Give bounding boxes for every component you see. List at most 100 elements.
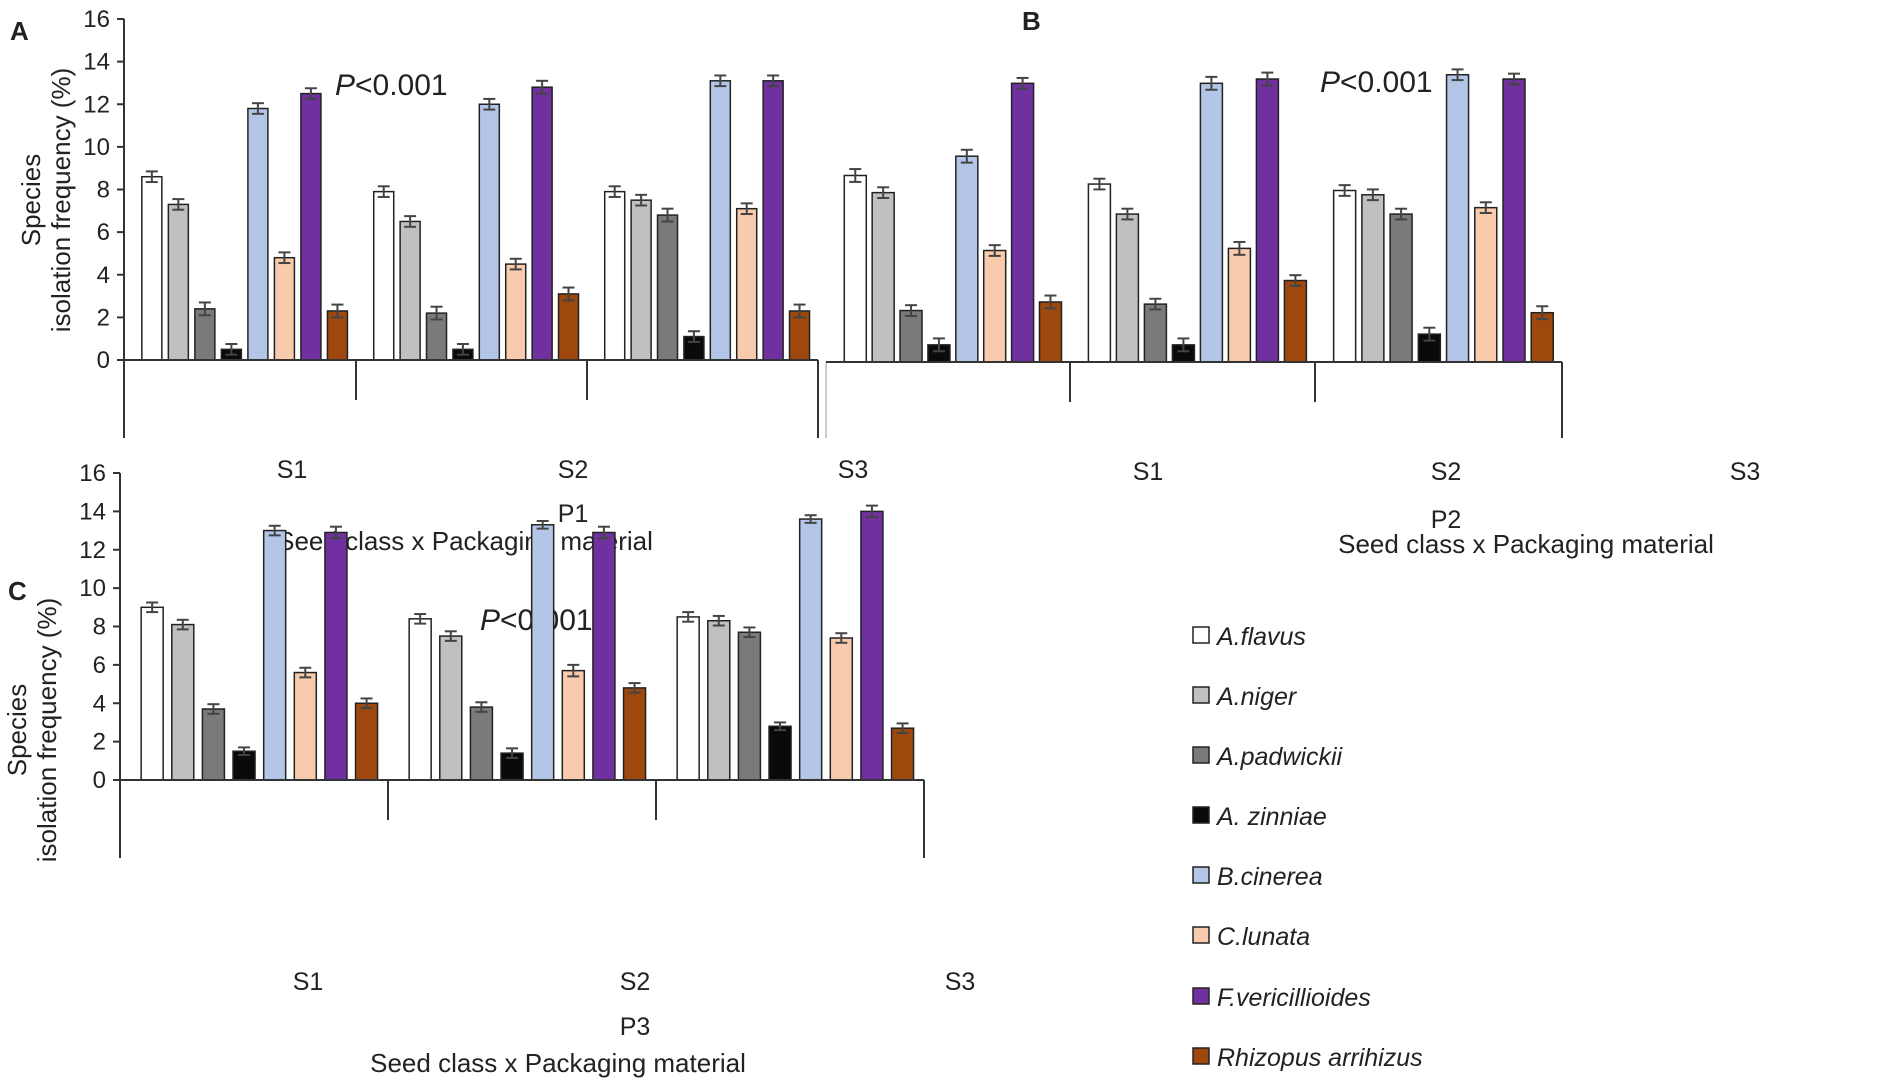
bar-a-flavus-s3 xyxy=(603,190,626,361)
bar-f-vericillioides-s3 xyxy=(1502,78,1526,363)
y-tick-label: 8 xyxy=(93,614,106,641)
bar-a-padwickii-s3 xyxy=(656,214,679,361)
legend-item-a-niger: A.niger xyxy=(1192,683,1298,711)
panel-b-xlabel: Seed class x Packaging material xyxy=(1338,529,1714,559)
panel-c-ylabel-line1: Species xyxy=(2,684,32,777)
bar-c-lunata-s1 xyxy=(293,671,318,781)
legend-swatch xyxy=(1192,626,1210,644)
legend-label: F.vericillioides xyxy=(1217,984,1371,1012)
bar-b-cinerea-s3 xyxy=(1445,73,1470,363)
panel-b-group-label: P2 xyxy=(1431,506,1462,534)
panel-a-xaxis xyxy=(123,359,819,438)
bar-a-niger-s2 xyxy=(1115,213,1140,363)
bar-c-lunata-s3 xyxy=(829,637,854,781)
y-tick-label: 12 xyxy=(79,537,106,564)
panel-c-yaxis: 0 2 4 6 8 10 12 14 16 xyxy=(79,460,121,794)
panel-a-tick-s1: S1 xyxy=(277,456,308,484)
legend: A.flavus A.niger A.padwickii A. zinniae … xyxy=(1192,623,1423,1072)
panel-a-ylabel-line1: Species xyxy=(16,154,46,247)
bar-a-flavus-s3 xyxy=(1332,189,1357,363)
bar-f-vericillioides-s1 xyxy=(300,92,322,361)
panel-b-tick-s3: S3 xyxy=(1730,458,1761,486)
panel-a-tick-s2: S2 xyxy=(558,456,589,484)
bar-a-padwickii-s3 xyxy=(737,631,762,781)
bar-b-cinerea-s2 xyxy=(530,524,555,781)
panel-c-bars xyxy=(140,504,915,781)
y-tick-label: 10 xyxy=(83,134,110,161)
bar-a-niger-s1 xyxy=(171,623,195,781)
y-tick-label: 12 xyxy=(83,91,110,118)
y-tick-label: 10 xyxy=(79,575,106,602)
bar-b-cinerea-s1 xyxy=(262,529,287,781)
panel-a-pvalue: P<0.001 xyxy=(335,69,448,102)
legend-label: Rhizopus arrihizus xyxy=(1217,1044,1423,1072)
bar-c-lunata-s2 xyxy=(1227,247,1252,363)
bar-f-vericillioides-s1 xyxy=(324,531,348,781)
bar-c-lunata-s2 xyxy=(504,263,527,361)
panel-a-pvalue-rest: <0.001 xyxy=(355,69,448,102)
y-tick-label: 14 xyxy=(83,49,110,76)
bar-a-padwickii-s2 xyxy=(469,706,494,781)
bar-b-cinerea-s3 xyxy=(798,518,823,781)
bar-a-flavus-s1 xyxy=(140,606,164,781)
legend-item-b-cinerea: B.cinerea xyxy=(1192,863,1323,891)
legend-label: A.flavus xyxy=(1215,623,1306,651)
bar-f-vericillioides-s2 xyxy=(592,531,616,781)
panel-a-label: A xyxy=(10,16,29,46)
panel-c-tick-s1: S1 xyxy=(293,968,324,996)
panel-a-bars xyxy=(141,74,811,361)
bar-rhizopus-arrihizus-s2 xyxy=(622,687,647,781)
y-tick-label: 0 xyxy=(97,347,110,374)
panel-c-pvalue-p: P xyxy=(480,604,500,637)
legend-swatch xyxy=(1192,806,1210,824)
panel-a-pvalue-p: P xyxy=(335,69,355,102)
legend-swatch xyxy=(1192,866,1210,884)
bar-a-zinniae-s3 xyxy=(768,725,792,781)
bar-c-lunata-s1 xyxy=(982,249,1007,363)
bar-rhizopus-arrihizus-s1 xyxy=(1038,301,1063,363)
y-tick-label: 2 xyxy=(93,729,106,756)
panel-c-xaxis xyxy=(119,779,925,858)
y-tick-label: 16 xyxy=(83,6,110,33)
bar-a-flavus-s1 xyxy=(141,175,163,361)
bar-a-padwickii-s2 xyxy=(1143,303,1168,363)
panel-b-tick-s1: S1 xyxy=(1133,458,1164,486)
bar-b-cinerea-s2 xyxy=(478,103,501,361)
legend-swatch xyxy=(1192,926,1210,944)
bar-a-flavus-s2 xyxy=(408,618,432,781)
legend-item-a-zinniae: A. zinniae xyxy=(1192,803,1327,831)
panel-b: B P<0.001 S1 S2 S3 P2 Seed class x Packa… xyxy=(825,6,1761,559)
bar-c-lunata-s1 xyxy=(273,256,296,361)
bar-f-vericillioides-s1 xyxy=(1010,82,1035,363)
bar-a-flavus-s2 xyxy=(1087,183,1112,363)
panel-a: A Species isolation frequency (%) P<0.00… xyxy=(10,6,868,556)
legend-item-f-vericillioides: F.vericillioides xyxy=(1192,984,1371,1012)
y-tick-label: 4 xyxy=(97,262,110,289)
panel-b-pvalue-p: P xyxy=(1320,66,1340,99)
y-tick-label: 6 xyxy=(97,219,110,246)
panel-c: C Species isolation frequency (%) P<0.00… xyxy=(2,460,975,1078)
legend-swatch xyxy=(1192,1047,1210,1065)
panel-c-ylabel-line2: isolation frequency (%) xyxy=(32,598,62,862)
bar-a-niger-s3 xyxy=(1361,194,1385,363)
bar-a-padwickii-s1 xyxy=(899,309,923,363)
bar-a-padwickii-s3 xyxy=(1389,213,1413,363)
panel-a-yaxis: 0 2 4 6 8 10 12 14 16 xyxy=(83,6,125,374)
bar-rhizopus-arrihizus-s3 xyxy=(890,727,915,781)
panel-c-tick-s3: S3 xyxy=(945,968,976,996)
panel-a-group-label: P1 xyxy=(558,500,589,528)
bar-c-lunata-s3 xyxy=(735,207,758,361)
y-tick-label: 6 xyxy=(93,652,106,679)
legend-label: C.lunata xyxy=(1217,923,1310,951)
bar-rhizopus-arrihizus-s2 xyxy=(557,293,580,361)
bar-a-flavus-s2 xyxy=(372,190,395,361)
bar-a-niger-s3 xyxy=(630,199,652,361)
panel-b-label: B xyxy=(1022,6,1041,36)
bar-a-niger-s1 xyxy=(871,191,895,363)
bar-b-cinerea-s1 xyxy=(955,155,979,363)
bar-f-vericillioides-s3 xyxy=(762,80,784,361)
panel-c-group-label: P3 xyxy=(620,1013,651,1041)
panel-b-bars xyxy=(843,68,1554,363)
panel-a-ylabel-line2: isolation frequency (%) xyxy=(46,68,76,332)
